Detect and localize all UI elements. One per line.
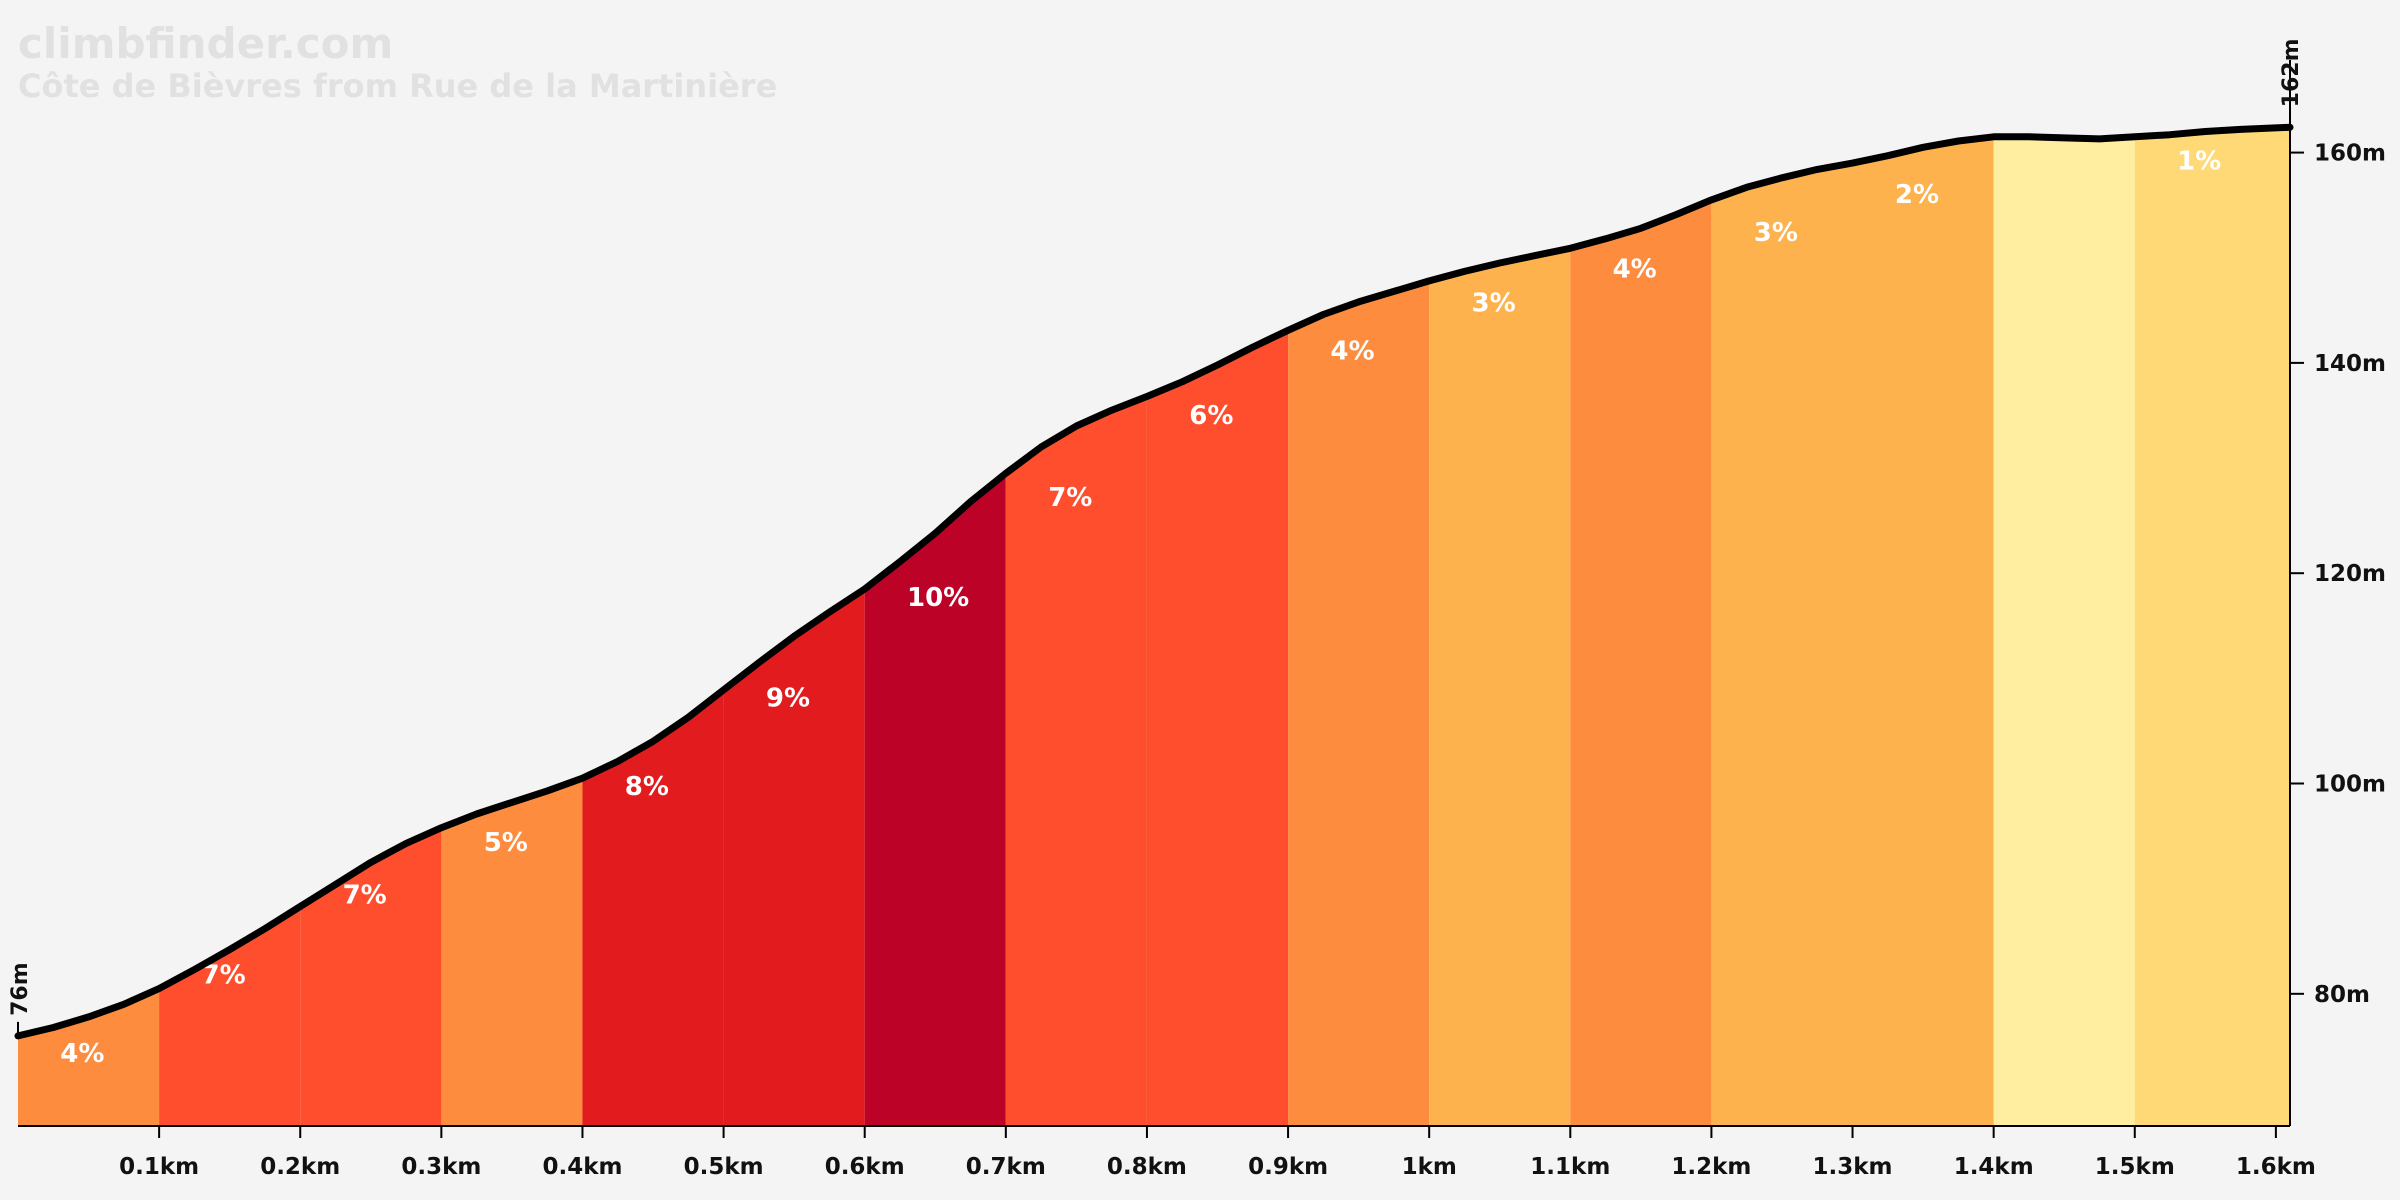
axes xyxy=(18,60,2291,1127)
gradient-label-9: 6% xyxy=(1189,401,1233,431)
gradient-segment-12 xyxy=(1570,199,1712,1126)
gradient-segment-6 xyxy=(723,589,865,1126)
x-tick-label: 0.2km xyxy=(260,1154,340,1180)
profile-line-group xyxy=(14,123,2294,1040)
x-tick-label: 0.6km xyxy=(825,1154,905,1180)
gradient-segment-8 xyxy=(1005,396,1147,1126)
gradient-label-14: 2% xyxy=(1895,180,1939,210)
gradient-segment-2 xyxy=(159,906,301,1126)
gradient-label-16: 1% xyxy=(2177,146,2221,176)
gradient-label-5: 8% xyxy=(625,772,669,802)
x-tick-label: 0.7km xyxy=(966,1154,1046,1180)
y-tick-label: 160m xyxy=(2314,141,2386,167)
gradient-segment-11 xyxy=(1429,248,1571,1127)
site-brand: climbfinder.com xyxy=(18,19,393,68)
y-tick-label: 140m xyxy=(2314,351,2386,377)
y-tick-label: 80m xyxy=(2314,982,2370,1008)
gradient-segment-1 xyxy=(18,988,160,1126)
gradient-segment-4 xyxy=(441,778,583,1126)
gradient-segment-3 xyxy=(300,827,442,1126)
gradient-label-6: 9% xyxy=(766,684,810,714)
x-tick-label: 1.5km xyxy=(2095,1154,2175,1180)
gradient-segment-14 xyxy=(1852,136,1994,1127)
profile-line xyxy=(14,123,2294,1040)
gradient-segment-16 xyxy=(2134,127,2290,1127)
climb-title: Côte de Bièvres from Rue de la Martinièr… xyxy=(18,67,777,105)
gradient-segment-10 xyxy=(1288,280,1430,1126)
x-tick-label: 1.2km xyxy=(1671,1154,1751,1180)
gradient-label-7: 10% xyxy=(907,583,969,613)
x-tick-label: 1.3km xyxy=(1812,1154,1892,1180)
x-tick-label: 1.4km xyxy=(1954,1154,2034,1180)
x-axis-ticks: 0.1km 0.2km 0.3km 0.4km 0.5km 0.6km 0.7km 0.8km… xyxy=(119,1126,2316,1180)
gradient-segment-13 xyxy=(1711,163,1853,1127)
gradient-segment-9 xyxy=(1146,330,1289,1126)
gradient-label-11: 3% xyxy=(1472,288,1516,318)
gradient-label-10: 4% xyxy=(1330,337,1374,367)
x-tick-label: 0.8km xyxy=(1107,1154,1187,1180)
x-tick-label: 1.6km xyxy=(2236,1154,2316,1180)
x-tick-label: 0.3km xyxy=(401,1154,481,1180)
gradient-label-13: 3% xyxy=(1754,218,1798,248)
start-elevation-label: 76m xyxy=(8,962,33,1016)
y-axis-ticks: 80m 100m 120m 140m 160m xyxy=(2290,141,2386,1008)
end-elevation-label: 162m xyxy=(2279,38,2304,107)
gradient-segment-15 xyxy=(1993,136,2135,1127)
x-tick-label: 0.9km xyxy=(1248,1154,1328,1180)
gradient-segment-7 xyxy=(864,473,1006,1126)
gradient-label-4: 5% xyxy=(484,828,528,858)
gradient-label-3: 7% xyxy=(343,880,387,910)
gradient-segments xyxy=(18,127,2290,1127)
gradient-label-12: 4% xyxy=(1613,255,1657,285)
x-tick-label: 0.5km xyxy=(684,1154,764,1180)
x-tick-label: 0.1km xyxy=(119,1154,199,1180)
x-tick-label: 1km xyxy=(1402,1154,1457,1180)
gradient-label-8: 7% xyxy=(1048,483,1092,513)
x-tick-label: 0.4km xyxy=(542,1154,622,1180)
x-tick-label: 1.1km xyxy=(1530,1154,1610,1180)
gradient-segment-5 xyxy=(582,689,724,1126)
gradient-label-1: 4% xyxy=(60,1039,104,1069)
y-tick-label: 120m xyxy=(2314,561,2386,587)
y-tick-label: 100m xyxy=(2314,772,2386,798)
end-labels: 76m 162m xyxy=(8,38,2304,1036)
